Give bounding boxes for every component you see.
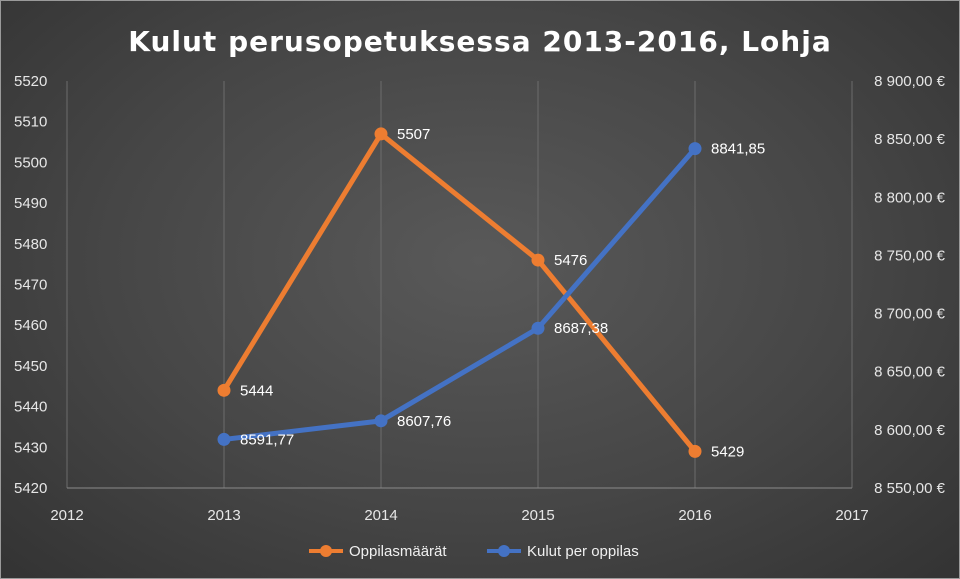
y-right-tick-label: 8 900,00 € — [874, 73, 946, 90]
y-left-tick-label: 5430 — [14, 439, 47, 456]
y-left-tick-label: 5440 — [14, 399, 47, 416]
y-right-tick-label: 8 650,00 € — [874, 364, 946, 381]
y-left-tick-label: 5460 — [14, 317, 47, 334]
y-right-tick-label: 8 850,00 € — [874, 131, 946, 148]
chart-title: Kulut perusopetuksessa 2013-2016, Lohja — [128, 25, 831, 58]
data-point-series-2 — [217, 432, 231, 446]
data-point-series-1 — [531, 253, 545, 267]
y-right-tick-label: 8 800,00 € — [874, 189, 946, 206]
y-left-tick-label: 5490 — [14, 195, 47, 212]
data-point-series-2 — [688, 142, 702, 156]
data-label-series-1: 5429 — [711, 443, 744, 460]
data-labels: 5444 5507 5476 5429 8591,77 8607,76 8687,38 884… — [240, 126, 765, 460]
axis-labels: 2012 2013 2014 2015 2016 2017 5420 5430 5440 5450… — [14, 73, 946, 524]
legend-entry-label: Oppilasmäärät — [349, 543, 447, 560]
data-point-series-1 — [688, 444, 702, 458]
data-label-series-2: 8687,38 — [554, 320, 608, 337]
y-right-tick-label: 8 750,00 € — [874, 247, 946, 264]
legend-swatch-marker — [320, 545, 332, 557]
x-tick-label: 2014 — [364, 507, 397, 524]
x-tick-label: 2017 — [835, 507, 868, 524]
data-label-series-1: 5476 — [554, 252, 587, 269]
data-point-series-2 — [374, 414, 388, 428]
y-left-tick-label: 5480 — [14, 236, 47, 253]
y-left-tick-label: 5520 — [14, 73, 47, 90]
x-tick-label: 2015 — [521, 507, 554, 524]
data-label-series-2: 8607,76 — [397, 413, 451, 430]
series-line-2 — [221, 146, 698, 442]
x-tick-label: 2016 — [678, 507, 711, 524]
data-point-series-2 — [531, 321, 545, 335]
series-layer — [217, 127, 702, 458]
y-right-tick-label: 8 600,00 € — [874, 422, 946, 439]
y-left-tick-label: 5510 — [14, 114, 47, 131]
y-right-tick-label: 8 550,00 € — [874, 480, 946, 497]
x-tick-label: 2012 — [50, 507, 83, 524]
legend: Oppilasmäärät Kulut per oppilas — [309, 543, 639, 560]
legend-swatch-marker — [498, 545, 510, 557]
data-label-series-1: 5444 — [240, 382, 273, 399]
y-left-tick-label: 5500 — [14, 154, 47, 171]
data-label-series-1: 5507 — [397, 126, 430, 143]
data-point-series-1 — [217, 383, 231, 397]
data-point-series-1 — [374, 127, 388, 141]
y-left-tick-label: 5470 — [14, 277, 47, 294]
data-label-series-2: 8841,85 — [711, 141, 765, 158]
data-label-series-2: 8591,77 — [240, 431, 294, 448]
legend-entry-label: Kulut per oppilas — [527, 543, 639, 560]
y-left-tick-label: 5450 — [14, 358, 47, 375]
series-line-1 — [221, 131, 698, 454]
y-left-tick-label: 5420 — [14, 480, 47, 497]
y-right-tick-label: 8 700,00 € — [874, 306, 946, 323]
x-tick-label: 2013 — [207, 507, 240, 524]
